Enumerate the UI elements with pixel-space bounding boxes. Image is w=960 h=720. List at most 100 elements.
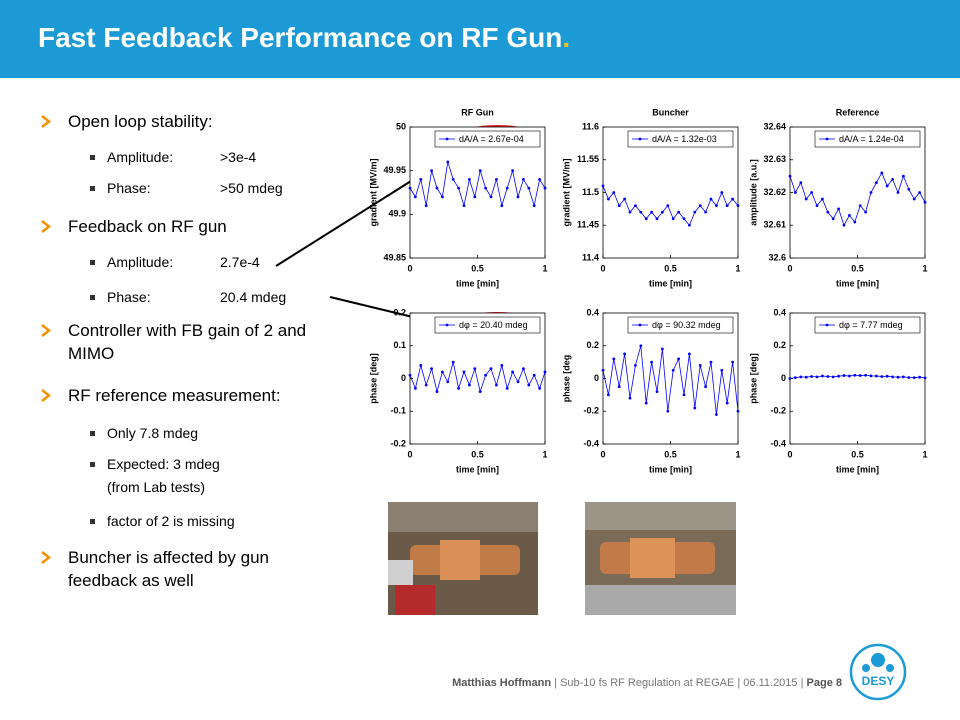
x-tick-label: 0	[787, 449, 792, 459]
data-point	[698, 364, 702, 367]
data-point	[831, 217, 835, 221]
legend-box	[434, 316, 541, 334]
data-point	[468, 383, 471, 387]
plot-area	[602, 312, 739, 445]
data-point	[424, 204, 428, 208]
y-tick-label: 49.85	[383, 252, 406, 262]
legend-swatch-dot	[638, 137, 642, 141]
legend-box	[627, 130, 734, 148]
y-axis-label: phase [deg]	[368, 353, 378, 404]
data-point	[788, 174, 792, 178]
data-point	[912, 376, 916, 380]
x-tick-label: 1	[735, 263, 740, 273]
data-point	[853, 220, 857, 224]
sub-marker	[90, 462, 95, 467]
chart: Reference time [min] amplitude [a.u.] 0 0.5 1…	[748, 107, 927, 288]
legend-label: dφ = 7.77 mdeg	[839, 320, 903, 330]
data-point	[522, 178, 525, 181]
data-point	[704, 210, 707, 214]
data-point	[414, 386, 417, 390]
data-point	[628, 210, 632, 214]
sub-bullet: Amplitude: >3e-4	[0, 146, 256, 169]
data-point	[532, 373, 536, 377]
data-point	[826, 210, 830, 214]
logo: DESY	[849, 643, 907, 701]
data-point	[661, 347, 664, 351]
plot-area	[409, 126, 546, 259]
sub-bullet: Only 7.8 mdeg	[0, 422, 327, 445]
footer: Matthias Hoffmann | Sub-10 fs RF Regulat…	[452, 677, 842, 689]
x-axis-label: time [min]	[649, 278, 692, 288]
data-point	[617, 385, 621, 389]
item-label: Phase:	[107, 289, 151, 305]
data-point	[864, 373, 867, 377]
data-point	[709, 197, 713, 201]
data-point	[698, 204, 702, 208]
x-tick-label: 1	[542, 263, 547, 273]
item-label: Phase:	[107, 180, 151, 196]
data-point	[446, 160, 450, 164]
data-point	[511, 169, 514, 173]
data-point	[907, 187, 911, 191]
data-point	[441, 370, 444, 374]
legend-swatch-dot	[825, 323, 829, 327]
data-point	[715, 204, 718, 208]
legend-label: dA/A = 2.67e-04	[459, 134, 524, 144]
data-point	[451, 360, 455, 364]
legend-box	[627, 316, 734, 334]
data-point	[527, 383, 531, 387]
data-line	[602, 185, 739, 227]
sub-bullet: Amplitude: 2.7e-4	[0, 251, 260, 274]
title-dot: .	[562, 22, 571, 53]
data-point	[478, 169, 482, 173]
y-tick-label: -0.2	[770, 406, 786, 416]
data-point	[489, 367, 493, 371]
y-tick-label: 0.1	[393, 340, 406, 350]
sub-marker	[90, 155, 95, 160]
data-point	[896, 375, 900, 379]
x-tick-label: 0.5	[851, 263, 864, 273]
data-point	[639, 344, 643, 348]
y-tick-label: 0.4	[773, 307, 786, 317]
item-label: Amplitude:	[107, 149, 174, 165]
data-point	[532, 204, 536, 208]
data-point	[473, 195, 477, 199]
data-point	[918, 191, 921, 194]
item-value: >3e-4	[220, 149, 257, 165]
data-point	[875, 181, 878, 185]
data-point	[495, 178, 498, 181]
data-point	[628, 396, 632, 400]
data-point	[623, 197, 626, 201]
data-point	[617, 204, 621, 208]
data-point	[484, 186, 487, 190]
item-text: Only 7.8 mdeg	[107, 425, 199, 441]
bullet-text: Open loop stability:	[68, 112, 213, 131]
data-point	[810, 191, 813, 194]
data-point	[821, 374, 824, 378]
data-point	[666, 204, 670, 208]
data-point	[478, 390, 482, 393]
bullet-marker	[41, 389, 52, 402]
data-point	[799, 375, 803, 379]
bullet: Controller with FB gain of 2 and MIMO	[0, 319, 338, 365]
y-tick-label: 32.64	[763, 121, 786, 131]
bullet: Buncher is affected by gun feedback as w…	[0, 546, 338, 592]
chart: RF Gun time [min] gradient [MV/m] 0 0.5 1 49.8…	[368, 107, 547, 288]
data-point	[725, 401, 729, 405]
y-tick-label: 11.45	[577, 220, 599, 230]
y-tick-label: -0.4	[583, 438, 599, 448]
chart: time [min] phase [deg 0 0.5 1 -0.4 -0.2 0 0.2 0.4…	[561, 307, 740, 474]
x-tick-label: 0.5	[471, 449, 484, 459]
legend-label: dA/A = 1.24e-04	[839, 134, 904, 144]
data-point	[661, 210, 664, 214]
data-point	[736, 409, 740, 413]
sub-marker	[90, 295, 95, 300]
data-point	[612, 191, 616, 194]
x-tick-label: 0.5	[851, 449, 864, 459]
data-point	[538, 178, 541, 181]
data-point	[815, 204, 819, 208]
item-text: Expected: 3 mdeg (from Lab tests)	[107, 456, 220, 495]
sub-marker	[90, 519, 95, 524]
data-point	[896, 191, 900, 194]
